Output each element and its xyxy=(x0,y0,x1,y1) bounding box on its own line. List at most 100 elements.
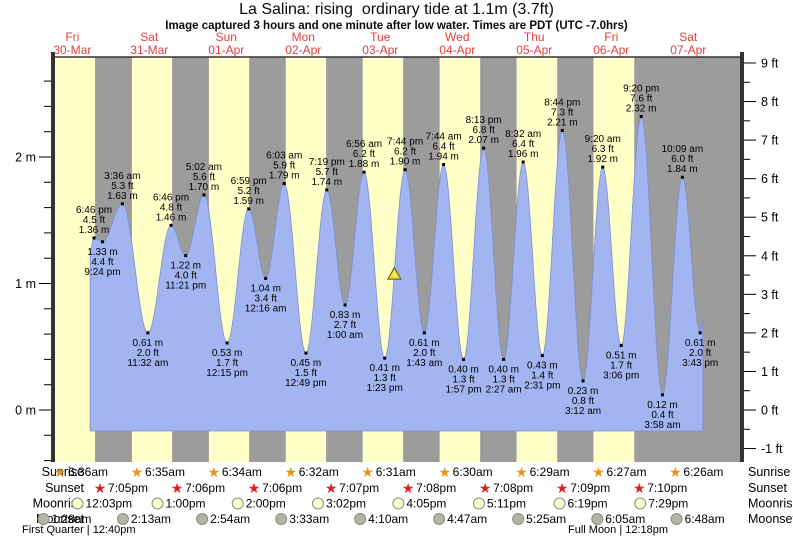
tide-point-dot xyxy=(521,160,525,164)
moonrise-row-label-right: Moonrise xyxy=(748,497,793,511)
tide-point-dot xyxy=(698,331,702,335)
tide-point-dot xyxy=(660,393,664,397)
moonset-time: 4:47am xyxy=(447,512,487,526)
tide-annotation-line: 4.5 ft xyxy=(83,215,105,226)
tide-annotation-line: 6.3 ft xyxy=(592,144,614,155)
tide-annotation-line: 9:20 am xyxy=(585,134,621,145)
day-headers: Fri30-MarSat31-MarSun01-AprMon02-AprTue0… xyxy=(53,30,706,57)
tide-point-dot xyxy=(422,331,426,335)
tide-annotation-line: 1.84 m xyxy=(667,164,698,175)
tide-point-dot xyxy=(560,128,564,132)
tide-point-dot xyxy=(383,356,387,360)
tide-annotation-high: 8:32 am6.4 ft1.96 m xyxy=(505,129,541,164)
tide-annotation-line: 7.3 ft xyxy=(551,107,573,118)
moonrise-row-label-left: Moonrise xyxy=(33,497,84,511)
tide-annotation-line: 6.4 ft xyxy=(512,139,534,150)
tide-annotation-low: 0.51 m1.7 ft3:06 pm xyxy=(603,343,639,381)
sunset-icon: ★ xyxy=(94,480,107,496)
day-header-date: 01-Apr xyxy=(208,43,244,57)
tide-annotation-line: 6:46 pm xyxy=(153,192,189,203)
tide-annotation-high: 6:59 pm5.2 ft1.59 m xyxy=(231,176,267,211)
sunrise-icon: ★ xyxy=(208,464,221,480)
tide-annotation-low: 0.61 m2.0 ft3:43 pm xyxy=(682,331,718,369)
tide-annotation-line: 12:16 am xyxy=(245,303,287,314)
sunrise-time: 6:32am xyxy=(299,465,339,479)
tide-annotation-high: 7:19 pm5.7 ft1.74 m xyxy=(309,157,345,192)
tide-annotation-line: 0.61 m xyxy=(409,338,440,349)
sunrise-row-label-right: Sunrise xyxy=(748,465,790,479)
sunset-icon: ★ xyxy=(171,480,184,496)
current-tide-marker xyxy=(386,266,402,280)
moonrise-icon xyxy=(312,497,325,510)
tide-annotation-line: 1.7 ft xyxy=(216,358,238,369)
right-axis-label: 3 ft xyxy=(761,288,779,302)
moonset-time: 3:33am xyxy=(289,512,329,526)
tide-annotation-line: 0.51 m xyxy=(606,350,637,361)
tide-annotation-line: 1:00 am xyxy=(327,330,363,341)
tide-annotation-high: 9:20 am6.3 ft1.92 m xyxy=(585,134,621,169)
sunrise-row-label-left: Sunrise xyxy=(42,465,84,479)
tide-point-dot xyxy=(540,354,544,358)
tide-annotation-line: 1.04 m xyxy=(250,283,281,294)
tide-annotation-line: 0.4 ft xyxy=(651,410,673,421)
day-header-date: 07-Apr xyxy=(670,43,706,57)
page-subtitle: Image captured 3 hours and one minute af… xyxy=(165,20,628,32)
tide-annotation-line: 0.61 m xyxy=(685,338,716,349)
tide-annotation-line: 6:03 am xyxy=(266,151,302,162)
day-header-date: 03-Apr xyxy=(362,43,398,57)
day-header-dow: Wed xyxy=(445,30,469,44)
day-header-dow: Sat xyxy=(140,30,159,44)
moonset-time: 2:13am xyxy=(131,512,171,526)
sunrise-time: 6:30am xyxy=(453,465,493,479)
tide-annotation-line: 0.40 m xyxy=(488,364,519,375)
tide-annotation-line: 1.92 m xyxy=(587,154,618,165)
right-axis-label: 4 ft xyxy=(761,249,779,263)
moonrise-icon xyxy=(634,497,647,510)
tide-annotation-low: 0.12 m0.4 ft3:58 am xyxy=(644,393,681,431)
right-axis-label: 8 ft xyxy=(761,95,779,109)
tide-annotation-line: 6.8 ft xyxy=(473,125,495,136)
tide-annotation-line: 2:31 pm xyxy=(524,381,560,392)
tide-point-dot xyxy=(120,202,124,206)
tide-annotation-line: 7:19 pm xyxy=(309,157,345,168)
tide-annotation-line: 1.74 m xyxy=(311,177,342,188)
tide-annotation-line: 8:44 pm xyxy=(544,97,580,108)
sunset-time: 7:08pm xyxy=(493,481,533,495)
tide-annotation-line: 3.4 ft xyxy=(255,293,277,304)
tide-point-dot xyxy=(502,357,506,361)
tide-point-dot xyxy=(225,341,229,345)
tide-annotation-line: 2.7 ft xyxy=(334,320,356,331)
moonrise-time: 7:29pm xyxy=(648,497,688,511)
moonset-icon xyxy=(354,513,367,525)
tide-annotation-line: 2.0 ft xyxy=(413,348,435,359)
sunset-time: 7:07pm xyxy=(339,481,379,495)
sunrise-time: 6:29am xyxy=(530,465,570,479)
tide-annotation-low: 0.23 m0.8 ft3:12 am xyxy=(565,379,601,417)
moonrise-icon xyxy=(231,497,244,510)
tide-annotation-line: 1.63 m xyxy=(107,191,138,202)
tide-annotation-line: 5.7 ft xyxy=(316,167,338,178)
tide-annotation-line: 1.46 m xyxy=(156,212,187,223)
day-header-dow: Sun xyxy=(216,30,237,44)
tide-point-dot xyxy=(482,146,486,150)
tide-point-dot xyxy=(619,343,623,347)
tide-annotation-line: 7:44 am xyxy=(426,132,462,143)
axes: 0 m 1 m 2 m -1 ft 0 ft 1 ft 2 ft 3 ft 4 ft 5 ft 6 … xyxy=(15,52,783,462)
tide-point-dot xyxy=(202,193,206,197)
sunrise-time: 6:27am xyxy=(606,465,646,479)
tide-point-dot xyxy=(403,168,407,172)
tide-annotation-line: 7.6 ft xyxy=(630,94,652,105)
day-header-dow: Tue xyxy=(370,30,391,44)
sunrise-row: Sunrise Sunrise★ 6:36am ★ 6:35am ★ 6:34am ★ 6:32… xyxy=(42,464,791,480)
day-header-date: 05-Apr xyxy=(516,43,552,57)
tide-annotation-line: 1.3 ft xyxy=(452,374,474,385)
tide-annotation-line: 5.6 ft xyxy=(193,172,215,183)
sunrise-icon: ★ xyxy=(131,464,144,480)
sunset-row: Sunset Sunset★ 7:05pm ★ 7:06pm ★ 7:06pm ★ 7:07pm… xyxy=(45,480,787,496)
tide-annotation-line: 1:43 am xyxy=(406,358,442,369)
tide-annotation-line: 1.36 m xyxy=(79,225,110,236)
tide-annotation-high: 9:20 pm7.6 ft2.32 m xyxy=(623,84,659,119)
tide-annotation-line: 2.0 ft xyxy=(689,348,711,359)
tide-annotation-line: 1.5 ft xyxy=(295,368,317,379)
